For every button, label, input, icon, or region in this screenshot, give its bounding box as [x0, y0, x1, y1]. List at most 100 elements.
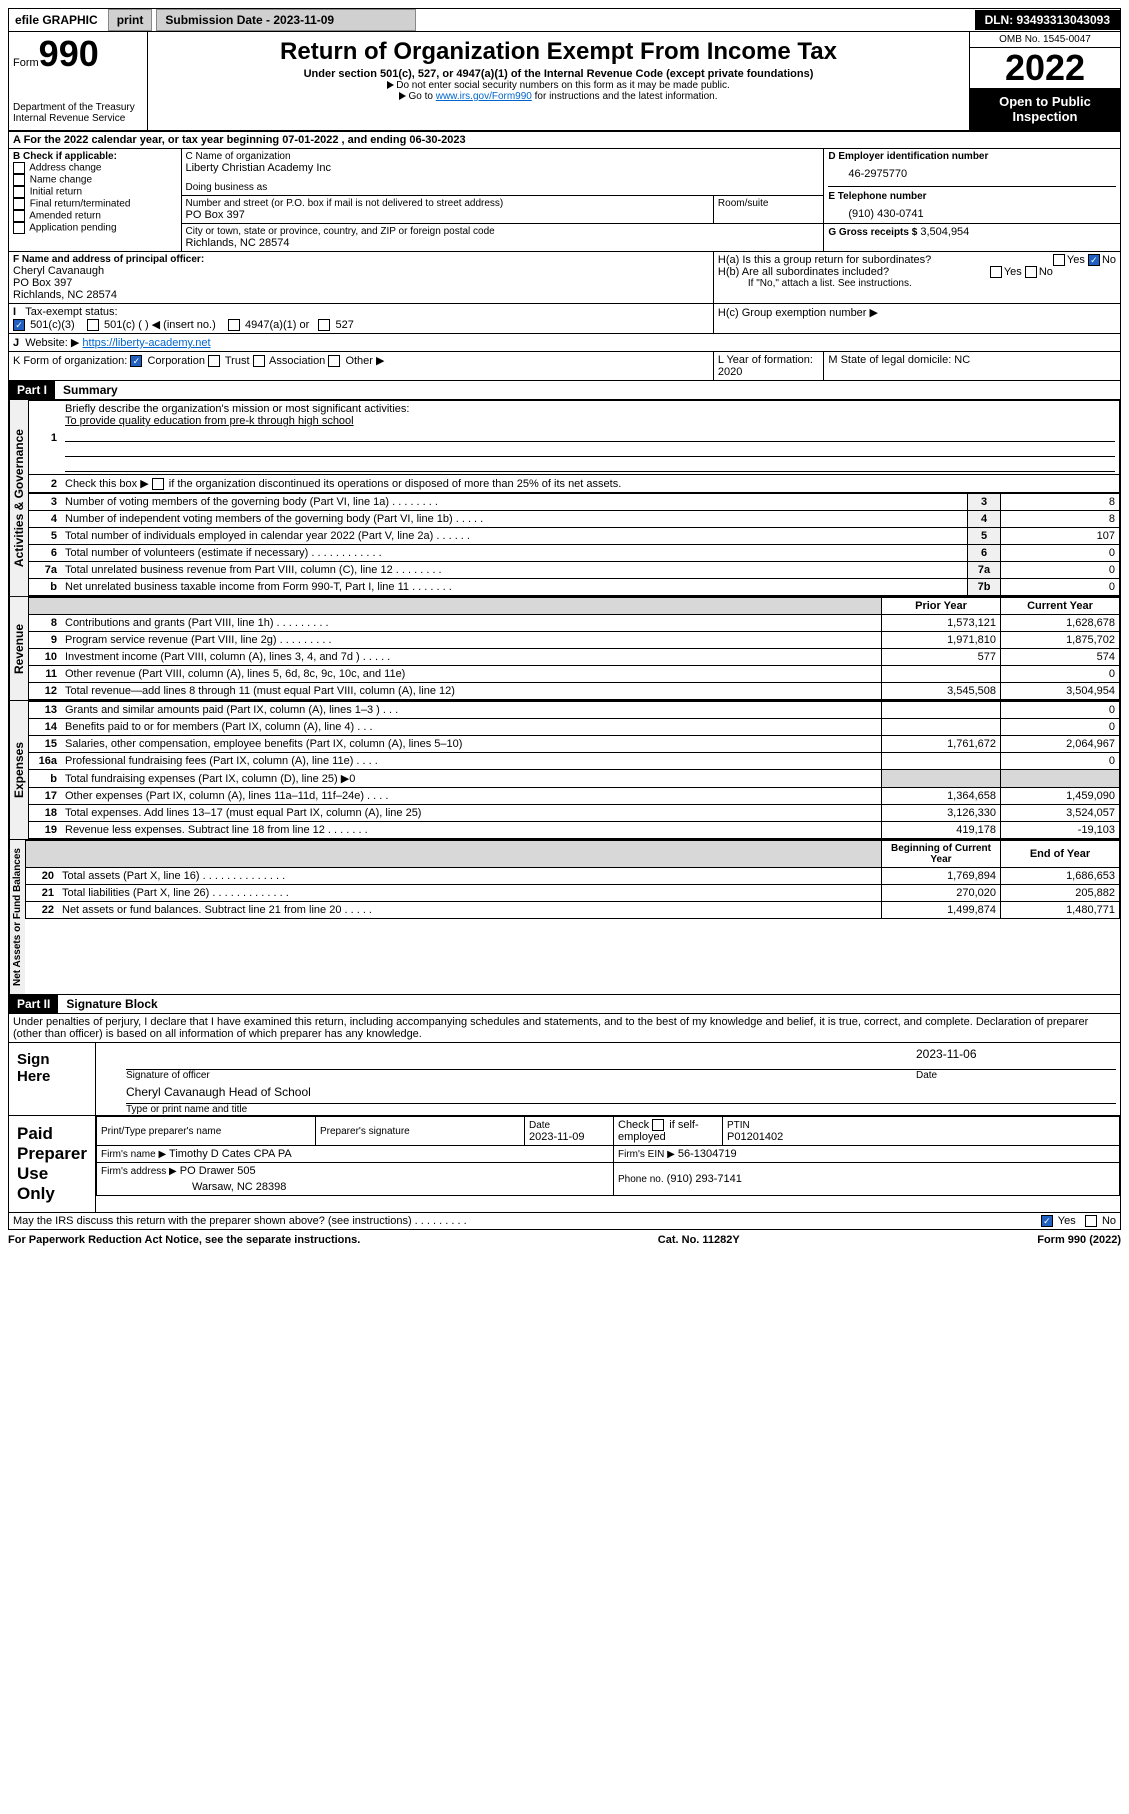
4947-checkbox[interactable] [228, 319, 240, 331]
q1-label: Briefly describe the organization's miss… [65, 403, 409, 415]
boxb-checkbox[interactable] [13, 222, 25, 234]
na-vertical-label: Net Assets or Fund Balances [9, 840, 25, 994]
firm-phone: (910) 293-7141 [667, 1173, 742, 1185]
form-subtitle: Under section 501(c), 527, or 4947(a)(1)… [152, 68, 965, 80]
prior-year-header: Prior Year [882, 598, 1001, 615]
expenses-section: Expenses 13Grants and similar amounts pa… [8, 701, 1121, 840]
form-header: Form990 Department of the Treasury Inter… [8, 32, 1121, 131]
discuss-row: May the IRS discuss this return with the… [8, 1213, 1121, 1230]
q2-checkbox[interactable] [152, 478, 164, 490]
city-value: Richlands, NC 28574 [186, 237, 820, 249]
irs-link[interactable]: www.irs.gov/Form990 [436, 91, 532, 102]
dept-label: Department of the Treasury [13, 102, 143, 113]
part2-title: Signature Block [58, 997, 157, 1011]
box-l: L Year of formation: 2020 [713, 352, 823, 381]
note-ssn: Do not enter social security numbers on … [396, 80, 729, 91]
hb-yes-checkbox[interactable] [990, 266, 1002, 278]
box-k-label: K Form of organization: [13, 355, 127, 367]
box-j-label: Website: ▶ [25, 337, 79, 349]
hc-label: H(c) Group exemption number ▶ [713, 304, 1120, 334]
box-i-label: Tax-exempt status: [25, 306, 117, 318]
boxb-checkbox[interactable] [13, 198, 25, 210]
paid-preparer-block: Paid Preparer Use Only Print/Type prepar… [8, 1116, 1121, 1213]
prep-date-label: Date [529, 1120, 609, 1131]
firm-ein-label: Firm's EIN ▶ [618, 1149, 675, 1160]
ha-label: H(a) Is this a group return for subordin… [718, 254, 931, 266]
firm-name-label: Firm's name ▶ [101, 1149, 166, 1160]
boxb-checkbox[interactable] [13, 186, 25, 198]
exp-vertical-label: Expenses [9, 701, 28, 839]
form-number: 990 [39, 33, 99, 74]
firm-phone-label: Phone no. [618, 1174, 664, 1185]
note-goto-pre: Go to [408, 91, 435, 102]
box-b-label: B Check if applicable: [13, 151, 177, 162]
hb-no-checkbox[interactable] [1025, 266, 1037, 278]
org-name: Liberty Christian Academy Inc [186, 162, 820, 174]
ha-yes-checkbox[interactable] [1053, 254, 1065, 266]
street-address: PO Box 397 [186, 209, 709, 221]
boxb-checkbox[interactable] [13, 210, 25, 222]
current-year-header: Current Year [1001, 598, 1120, 615]
page-footer: For Paperwork Reduction Act Notice, see … [8, 1230, 1121, 1246]
city-label: City or town, state or province, country… [186, 226, 820, 237]
omb-number: OMB No. 1545-0047 [970, 32, 1120, 48]
sign-date: 2023-11-06 [908, 1047, 1116, 1070]
firm-ein: 56-1304719 [678, 1148, 737, 1160]
website-link[interactable]: https://liberty-academy.net [82, 337, 210, 349]
net-assets-section: Net Assets or Fund Balances Beginning of… [8, 840, 1121, 995]
officer-name: Cheryl Cavanaugh [13, 265, 709, 277]
ag-vertical-label: Activities & Governance [9, 400, 28, 596]
q2-label: Check this box ▶ if the organization dis… [65, 478, 621, 490]
form-ref: Form 990 (2022) [1037, 1234, 1121, 1246]
self-employed-checkbox[interactable] [652, 1119, 664, 1131]
preparer-sig-label: Preparer's signature [320, 1126, 520, 1137]
arrow-icon [399, 92, 406, 100]
ein-value: 46-2975770 [828, 162, 1116, 186]
527-checkbox[interactable] [318, 319, 330, 331]
penalties-text: Under penalties of perjury, I declare th… [8, 1014, 1121, 1043]
room-label: Room/suite [718, 198, 819, 209]
box-f-label: F Name and address of principal officer: [13, 254, 709, 265]
irs-label: Internal Revenue Service [13, 113, 143, 124]
paperwork-notice: For Paperwork Reduction Act Notice, see … [8, 1234, 360, 1246]
officer-addr2: Richlands, NC 28574 [13, 289, 709, 301]
box-m: M State of legal domicile: NC [824, 352, 1121, 381]
boxb-checkbox[interactable] [13, 162, 25, 174]
rev-vertical-label: Revenue [9, 597, 28, 700]
firm-name: Timothy D Cates CPA PA [169, 1148, 292, 1160]
open-public-inspection: Open to Public Inspection [970, 88, 1120, 130]
boxb-checkbox[interactable] [13, 174, 25, 186]
trust-checkbox[interactable] [208, 355, 220, 367]
ha-no-checkbox[interactable] [1088, 254, 1100, 266]
prep-date: 2023-11-09 [529, 1131, 609, 1143]
note-goto-post: for instructions and the latest informat… [532, 91, 718, 102]
box-g-label: G Gross receipts $ [828, 227, 917, 238]
other-checkbox[interactable] [328, 355, 340, 367]
begin-year-header: Beginning of Current Year [882, 841, 1001, 868]
gross-receipts: 3,504,954 [920, 226, 969, 238]
sign-here-label: Sign Here [9, 1043, 96, 1115]
dba-label: Doing business as [186, 182, 820, 193]
top-toolbar: efile GRAPHIC print Submission Date - 20… [8, 8, 1121, 32]
sign-here-block: Sign Here 2023-11-06 Signature of office… [8, 1043, 1121, 1116]
box-d-label: D Employer identification number [828, 151, 1116, 162]
501c3-checkbox[interactable] [13, 319, 25, 331]
print-button[interactable]: print [108, 9, 153, 31]
sig-date-label: Date [908, 1070, 1116, 1081]
activities-governance-section: Activities & Governance 1 Briefly descri… [8, 400, 1121, 597]
discuss-yes-checkbox[interactable] [1041, 1215, 1053, 1227]
discuss-question: May the IRS discuss this return with the… [13, 1215, 467, 1227]
arrow-icon [387, 81, 394, 89]
corp-checkbox[interactable] [130, 355, 142, 367]
form-title: Return of Organization Exempt From Incom… [152, 38, 965, 66]
hb-note: If "No," attach a list. See instructions… [718, 278, 1116, 289]
box-e-label: E Telephone number [828, 191, 1116, 202]
type-print-label: Type or print name and title [126, 1104, 1116, 1115]
discuss-no-checkbox[interactable] [1085, 1215, 1097, 1227]
submission-date-button[interactable]: Submission Date - 2023-11-09 [156, 9, 416, 31]
q1-value: To provide quality education from pre-k … [65, 415, 354, 427]
cat-no: Cat. No. 11282Y [658, 1234, 740, 1246]
officer-addr1: PO Box 397 [13, 277, 709, 289]
501c-checkbox[interactable] [87, 319, 99, 331]
assoc-checkbox[interactable] [253, 355, 265, 367]
